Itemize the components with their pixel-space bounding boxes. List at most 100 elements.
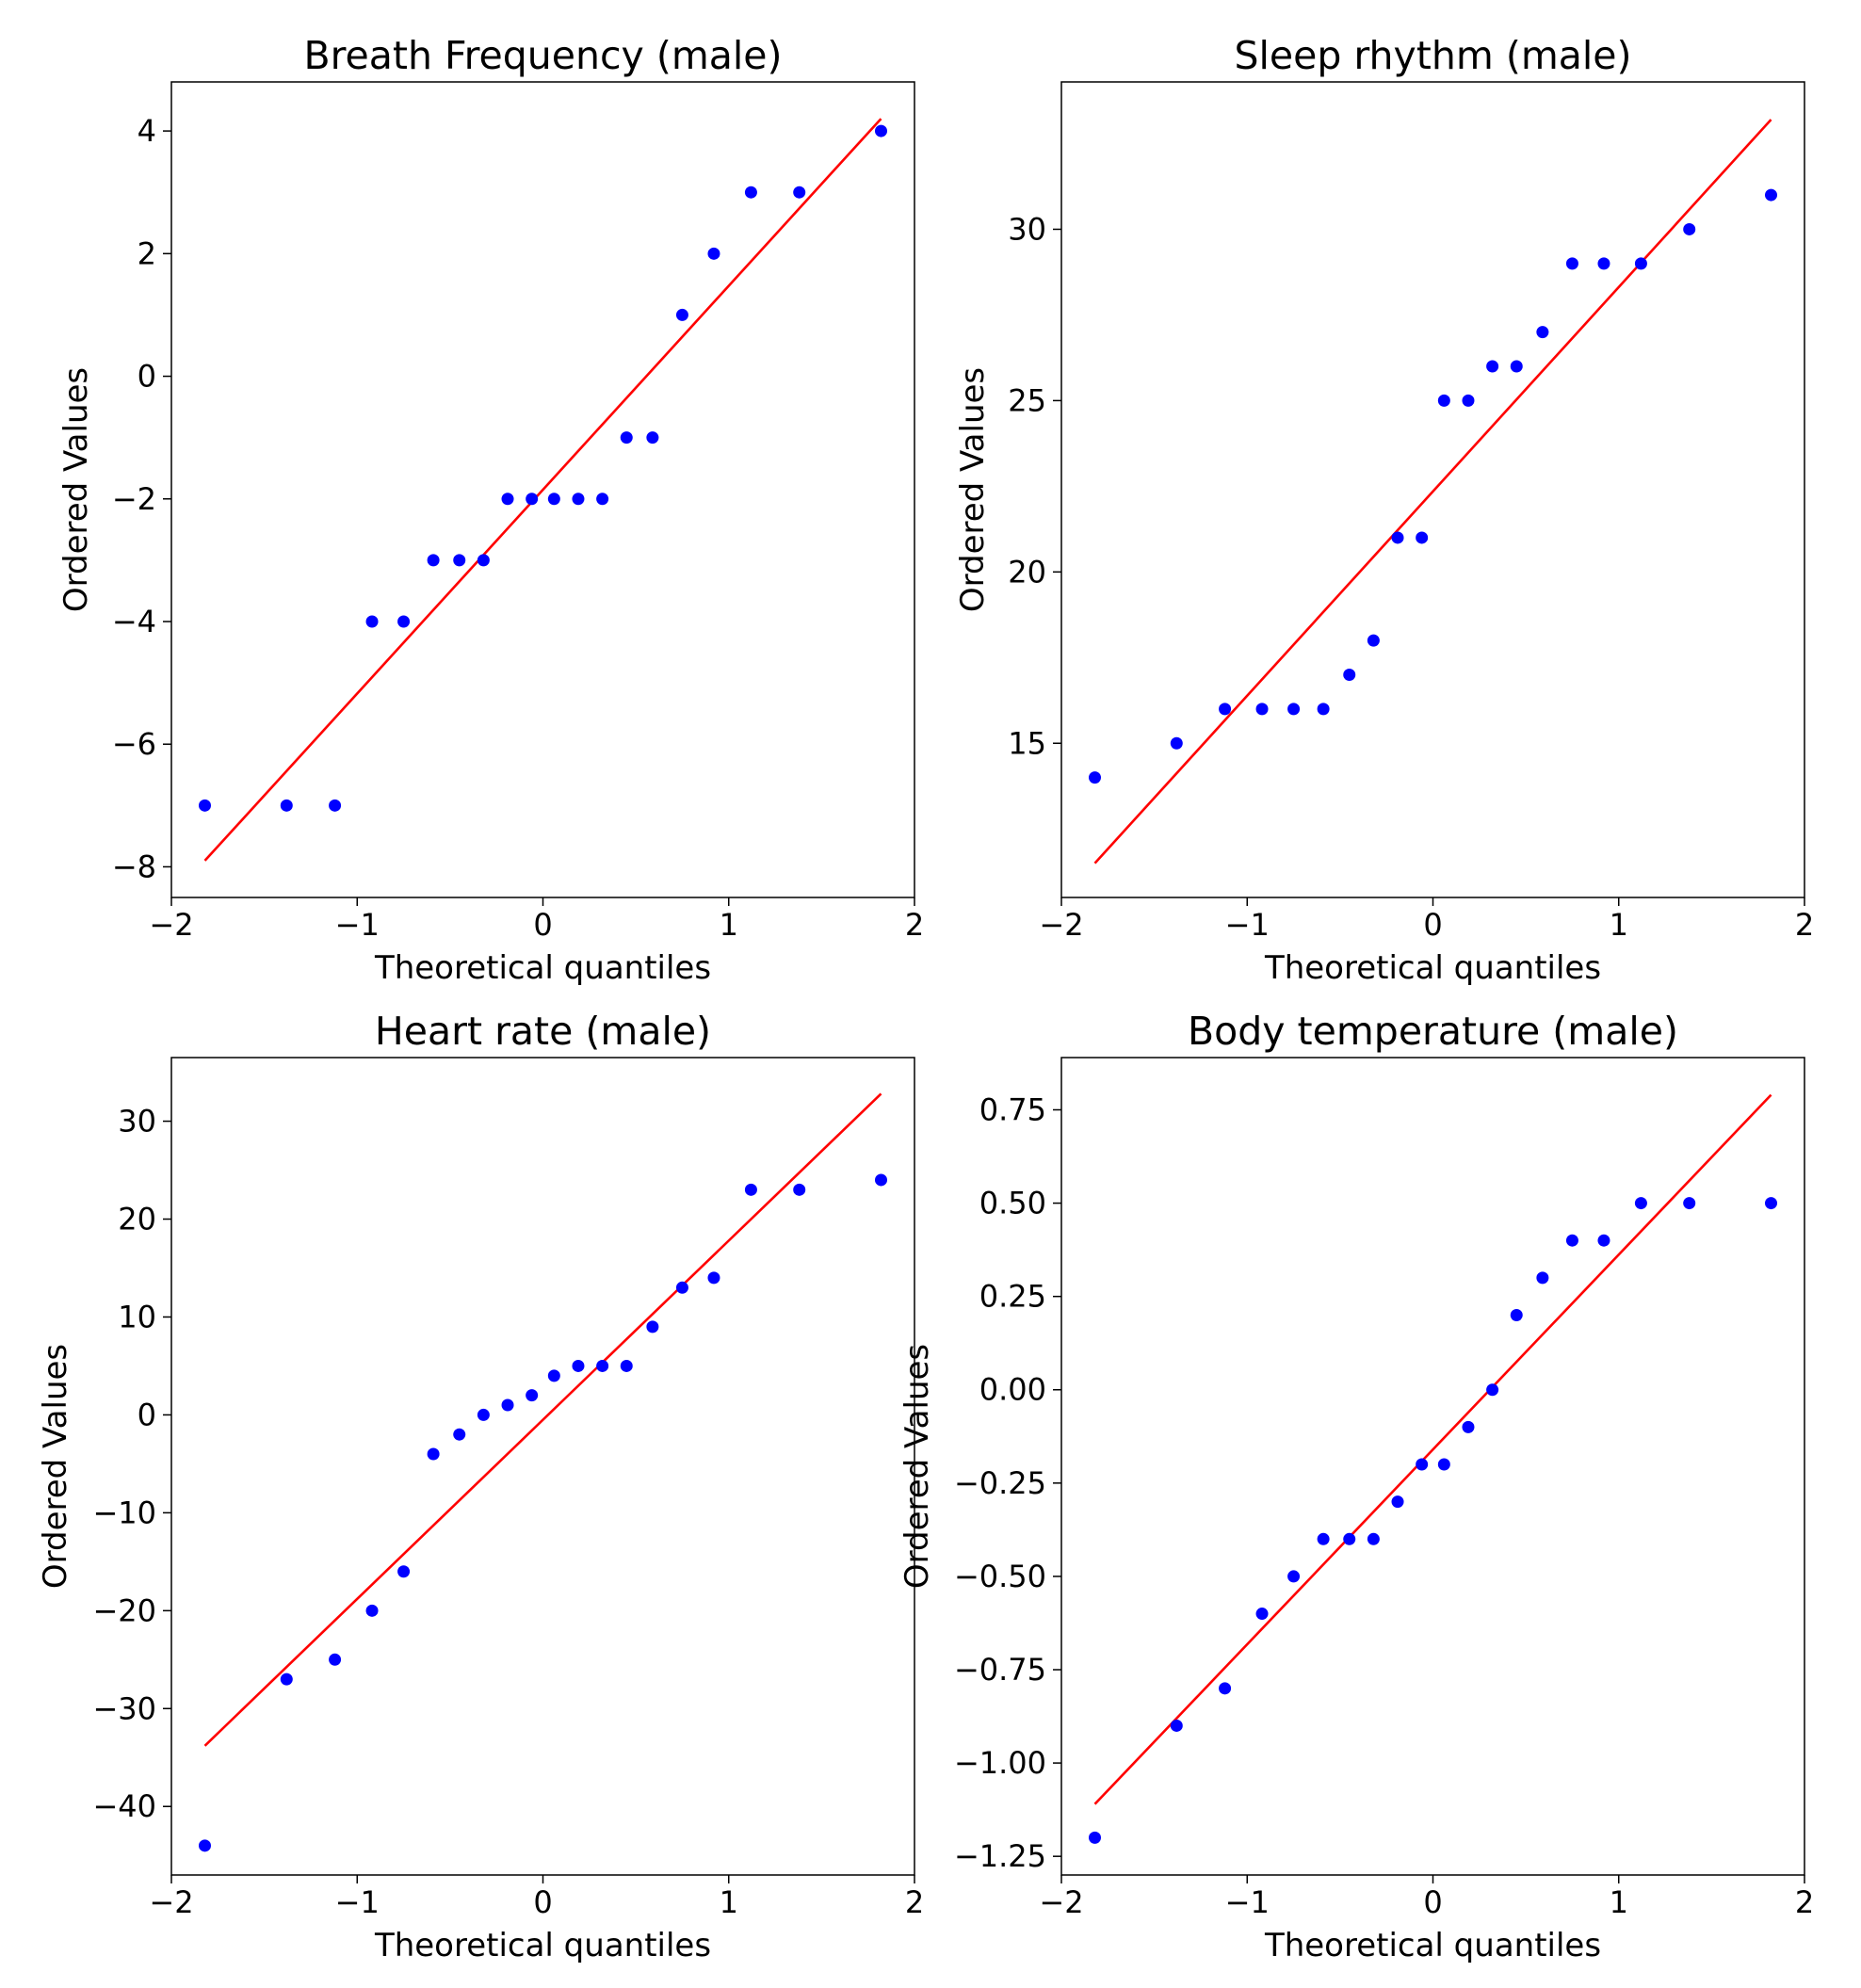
data-point	[646, 1320, 659, 1333]
plot-title: Sleep rhythm (male)	[1234, 33, 1631, 78]
data-point	[620, 1359, 633, 1372]
y-axis-label: Ordered Values	[898, 1344, 936, 1589]
data-point	[365, 615, 379, 628]
data-point	[1343, 668, 1356, 681]
data-point	[596, 493, 609, 506]
data-point	[1510, 1308, 1523, 1321]
y-tick-label: 30	[118, 1104, 156, 1139]
data-point	[572, 1359, 585, 1372]
data-point	[526, 1389, 539, 1402]
x-tick-label: 2	[905, 907, 924, 943]
y-tick-label: −20	[92, 1592, 156, 1628]
x-tick-label: −1	[1225, 907, 1270, 943]
data-point	[1416, 531, 1429, 544]
data-point	[526, 493, 539, 506]
y-tick-label: 4	[138, 113, 156, 149]
data-point	[793, 1183, 806, 1196]
y-tick-label: 0.75	[979, 1091, 1046, 1127]
data-point	[1634, 1197, 1647, 1210]
data-point	[793, 186, 806, 199]
x-tick-label: 1	[1610, 1884, 1628, 1920]
data-point	[707, 247, 720, 260]
y-tick-label: 0.50	[979, 1186, 1046, 1221]
y-tick-label: −0.50	[954, 1559, 1046, 1594]
data-point	[397, 1565, 411, 1578]
data-point	[280, 1673, 293, 1686]
y-tick-label: 0.25	[979, 1279, 1046, 1315]
x-tick-label: 0	[1423, 907, 1442, 943]
data-point	[1437, 394, 1450, 407]
data-point	[547, 1369, 560, 1382]
data-point	[1510, 360, 1523, 373]
data-point	[1683, 222, 1696, 235]
data-point	[365, 1604, 379, 1617]
x-axis-label: Theoretical quantiles	[374, 1927, 711, 1964]
data-point	[1287, 703, 1301, 716]
data-point	[1437, 1458, 1450, 1471]
y-axis-label: Ordered Values	[37, 1344, 74, 1589]
data-point	[1170, 736, 1183, 750]
x-tick-label: 0	[533, 907, 552, 943]
plot-title: Heart rate (male)	[375, 1009, 711, 1054]
x-tick-label: −1	[1225, 1884, 1270, 1920]
data-point	[1367, 634, 1380, 647]
y-tick-label: 10	[118, 1299, 156, 1334]
data-point	[744, 1183, 757, 1196]
y-tick-label: −0.75	[954, 1652, 1046, 1688]
data-point	[453, 554, 466, 567]
data-point	[1170, 1719, 1183, 1732]
x-tick-label: 0	[1423, 1884, 1442, 1920]
y-axis-label: Ordered Values	[954, 367, 992, 612]
data-point	[1536, 326, 1549, 339]
qq-subplot-1: Breath Frequency (male) −2 −1 0 1 2 −8 −6 −4 −2 0 2…	[57, 33, 924, 987]
data-point	[1287, 1570, 1301, 1583]
x-tick-label: 2	[1795, 1884, 1814, 1920]
x-tick-label: 1	[1610, 907, 1628, 943]
data-point	[1597, 257, 1610, 270]
plot-title: Breath Frequency (male)	[303, 33, 782, 78]
data-point	[1683, 1197, 1696, 1210]
x-tick-label: 2	[1795, 907, 1814, 943]
y-tick-label: −0.25	[954, 1465, 1046, 1501]
data-point	[427, 554, 440, 567]
fit-line	[203, 1092, 882, 1747]
data-point	[1536, 1271, 1549, 1285]
data-point	[1462, 394, 1475, 407]
data-point	[1089, 1831, 1102, 1844]
fit-line	[203, 118, 882, 862]
qq-subplot-2: Sleep rhythm (male) −2 −1 0 1 2 15 20 25 30 Theore…	[954, 33, 1814, 987]
y-tick-label: −10	[92, 1495, 156, 1530]
qq-subplot-4: Body temperature (male) −2 −1 0 1 2 −1.25 −1.00…	[898, 1009, 1814, 1964]
data-point	[397, 615, 411, 628]
data-point	[329, 1653, 342, 1666]
data-point	[646, 431, 659, 444]
x-tick-label: 2	[905, 1884, 924, 1920]
data-point	[1597, 1234, 1610, 1247]
y-tick-label: −40	[92, 1788, 156, 1824]
y-tick-label: −8	[112, 849, 156, 884]
fit-line	[1093, 119, 1772, 865]
data-point	[1367, 1532, 1380, 1545]
x-tick-label: −2	[1039, 1884, 1083, 1920]
data-point	[1416, 1458, 1429, 1471]
y-tick-label: 0	[138, 1397, 156, 1432]
y-tick-label: 25	[1008, 382, 1046, 418]
data-point	[1317, 1532, 1330, 1545]
data-point	[501, 493, 514, 506]
data-point	[620, 431, 633, 444]
data-point	[744, 186, 757, 199]
x-tick-label: −2	[149, 907, 193, 943]
y-tick-label: 20	[1008, 554, 1046, 590]
y-tick-label: 2	[138, 235, 156, 271]
plot-title: Body temperature (male)	[1188, 1009, 1678, 1054]
data-point	[1486, 360, 1499, 373]
data-point	[1391, 1495, 1404, 1509]
data-point	[1764, 188, 1777, 202]
data-point	[501, 1398, 514, 1412]
data-point	[1486, 1383, 1499, 1397]
data-point	[477, 1408, 490, 1421]
data-point	[1219, 1682, 1232, 1695]
y-tick-label: 15	[1008, 725, 1046, 761]
data-point	[1089, 771, 1102, 784]
